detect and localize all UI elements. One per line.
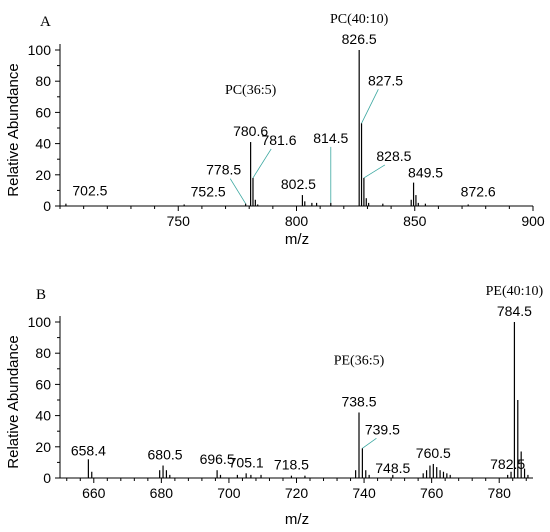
peak-label: 738.5 bbox=[341, 393, 376, 409]
label-leader bbox=[252, 148, 272, 179]
peak-label: 739.5 bbox=[365, 421, 400, 437]
peak-label: 828.5 bbox=[376, 148, 411, 164]
x-tick-label: 780 bbox=[488, 485, 512, 501]
label-leaders bbox=[229, 89, 386, 204]
peak-label: 702.5 bbox=[72, 183, 107, 199]
lipid-annotation: PE(36:5) bbox=[334, 353, 385, 368]
peak-label: 778.5 bbox=[206, 162, 241, 178]
y-axis-label: Relative Abundance bbox=[5, 63, 22, 196]
peak-label: 718.5 bbox=[274, 457, 309, 473]
peak-label: 781.6 bbox=[261, 132, 296, 148]
y-tick-label: 20 bbox=[35, 439, 51, 455]
peak-label: 760.5 bbox=[416, 445, 451, 461]
x-tick-label: 750 bbox=[167, 213, 191, 229]
peak-label: 780.6 bbox=[233, 123, 268, 139]
x-tick-label: 660 bbox=[82, 485, 106, 501]
peak-label: 826.5 bbox=[342, 31, 377, 47]
y-tick-label: 0 bbox=[43, 198, 51, 214]
x-tick-label: 680 bbox=[150, 485, 174, 501]
peak-label: 748.5 bbox=[375, 460, 410, 476]
peak-label: 782.5 bbox=[490, 456, 525, 472]
y-tick-label: 80 bbox=[35, 73, 51, 89]
y-axis-label: Relative Abundance bbox=[5, 335, 22, 468]
y-tick-label: 40 bbox=[35, 408, 51, 424]
axes: 0 20 40 60 80 100 750 800 850 900 bbox=[28, 42, 545, 229]
y-tick-label: 80 bbox=[35, 345, 51, 361]
peaks bbox=[65, 50, 469, 206]
panel-a: A Relative Abundance m/z 0 20 40 60 80 100 750… bbox=[5, 12, 545, 248]
peak-label: 849.5 bbox=[408, 165, 443, 181]
y-tick-label: 100 bbox=[28, 314, 52, 330]
x-tick-label: 700 bbox=[217, 485, 241, 501]
y-tick-label: 100 bbox=[28, 42, 52, 58]
panel-label: A bbox=[40, 14, 51, 30]
label-leaders bbox=[362, 438, 377, 449]
x-tick-label: 740 bbox=[352, 485, 376, 501]
label-leader bbox=[361, 89, 379, 124]
x-axis-label: m/z bbox=[285, 511, 309, 528]
x-tick-label: 900 bbox=[521, 213, 545, 229]
panel-b: B Relative Abundance m/z 0 20 40 60 80 100 660… bbox=[5, 284, 544, 528]
peak-label: 872.6 bbox=[461, 183, 496, 199]
y-tick-label: 20 bbox=[35, 167, 51, 183]
y-tick-label: 0 bbox=[43, 470, 51, 486]
axes: 0 20 40 60 80 100 660 680 700 720 740 760 780 bbox=[28, 314, 533, 501]
peaks bbox=[87, 322, 529, 478]
label-leader bbox=[229, 178, 246, 204]
y-tick-label: 60 bbox=[35, 104, 51, 120]
lipid-annotation: PC(40:10) bbox=[330, 12, 389, 27]
peak-label: 752.5 bbox=[191, 183, 226, 199]
peak-label: 784.5 bbox=[497, 303, 532, 319]
x-tick-label: 720 bbox=[285, 485, 309, 501]
peak-label: 658.4 bbox=[71, 442, 106, 458]
peak-label: 705.1 bbox=[229, 454, 264, 470]
label-leader bbox=[363, 164, 386, 179]
peak-label: 802.5 bbox=[281, 176, 316, 192]
y-tick-label: 60 bbox=[35, 376, 51, 392]
label-leader bbox=[362, 438, 377, 449]
panel-label: B bbox=[36, 287, 46, 303]
y-tick-label: 40 bbox=[35, 136, 51, 152]
peak-label: 814.5 bbox=[313, 130, 348, 146]
peak-label: 680.5 bbox=[148, 447, 183, 463]
peak-label: 696.5 bbox=[200, 451, 235, 467]
peak-label: 827.5 bbox=[368, 72, 403, 88]
x-tick-label: 760 bbox=[420, 485, 444, 501]
lipid-annotation: PE(40:10) bbox=[486, 284, 544, 299]
lipid-annotation: PC(36:5) bbox=[225, 83, 277, 98]
x-tick-label: 800 bbox=[285, 213, 309, 229]
x-tick-label: 850 bbox=[403, 213, 427, 229]
x-axis-label: m/z bbox=[285, 231, 309, 248]
